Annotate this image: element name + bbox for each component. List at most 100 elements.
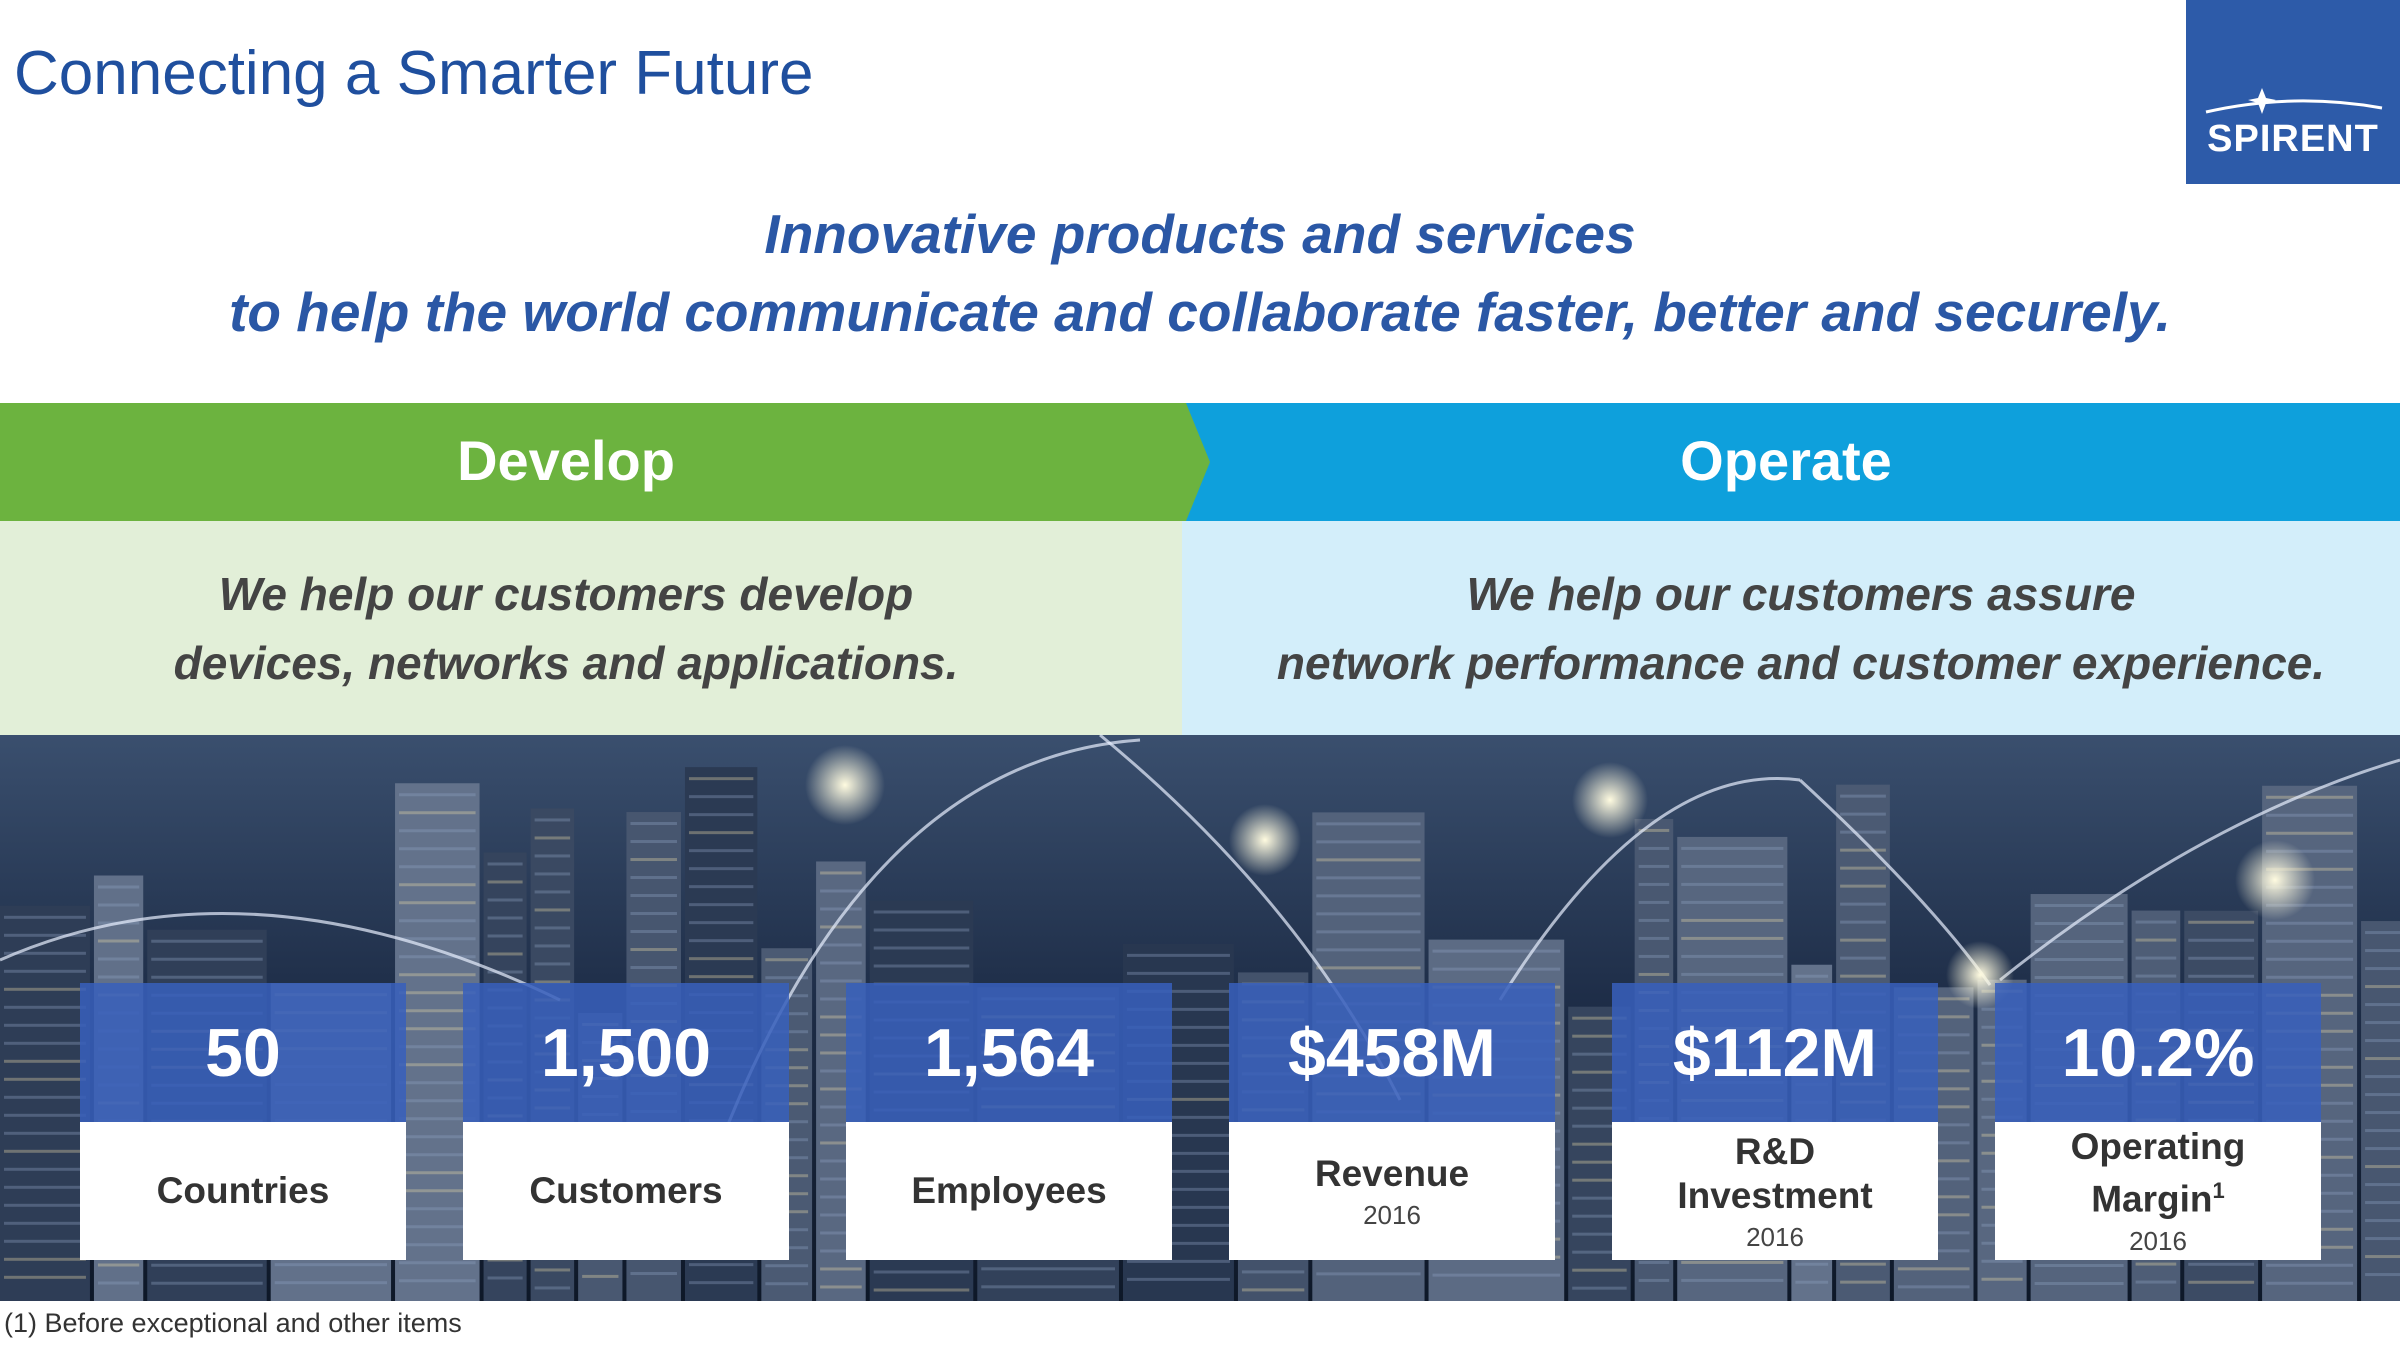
window-row: [1572, 1268, 1627, 1272]
window-row: [1840, 974, 1886, 978]
window-row: [2034, 976, 2124, 980]
window-row: [820, 1213, 862, 1217]
window-row: [2365, 1255, 2400, 1259]
glow: [805, 745, 885, 825]
window-row: [4, 1113, 86, 1117]
window-row: [688, 885, 754, 889]
window-row: [2365, 1165, 2400, 1169]
window-row: [1897, 1285, 1970, 1289]
window-row: [2365, 1111, 2400, 1115]
label-text: Employees: [911, 1170, 1107, 1211]
slide-title: Connecting a Smarter Future: [14, 39, 814, 108]
window-row: [4, 1023, 86, 1027]
window-row: [688, 867, 754, 871]
window-row: [688, 975, 754, 979]
window-row: [4, 1275, 86, 1279]
stat-value: $112M: [1612, 983, 1938, 1122]
window-row: [399, 1153, 476, 1157]
window-row: [534, 908, 571, 912]
window-row: [1638, 972, 1670, 976]
window-row: [1126, 1259, 1230, 1263]
window-row: [2365, 1075, 2400, 1079]
window-row: [399, 811, 476, 815]
window-row: [820, 961, 862, 965]
window-row: [399, 955, 476, 959]
window-row: [1126, 1043, 1230, 1047]
arc: [1498, 777, 1801, 1001]
stat-value: 10.2%: [1995, 983, 2321, 1122]
window-row: [399, 973, 476, 977]
window-row: [399, 883, 476, 887]
label-text: Countries: [156, 1170, 330, 1211]
window-row: [688, 1281, 754, 1285]
building: [2361, 921, 2400, 1301]
window-row: [820, 997, 862, 1001]
window-row: [1681, 900, 1784, 904]
window-row: [1432, 949, 1561, 953]
stat-label-box: Employees: [846, 1122, 1172, 1260]
window-row: [1572, 1070, 1627, 1074]
window-row: [630, 876, 677, 880]
window-row: [487, 898, 523, 902]
window-row: [2266, 957, 2354, 961]
stat-value: 1,564: [846, 983, 1172, 1122]
stat-label-box: Customers: [463, 1122, 789, 1260]
window-row: [4, 1041, 86, 1045]
window-row: [1795, 974, 1829, 978]
window-row: [399, 1045, 476, 1049]
window-row: [534, 980, 571, 984]
window-row: [534, 962, 571, 966]
window-row: [534, 890, 571, 894]
window-row: [820, 1177, 862, 1181]
stat-card: 1,500 Customers: [463, 983, 789, 1260]
window-row: [820, 1033, 862, 1037]
window-row: [1316, 876, 1421, 880]
window-row: [2034, 904, 2124, 908]
window-row: [1126, 1151, 1230, 1155]
window-row: [1126, 1241, 1230, 1245]
window-row: [2034, 922, 2124, 926]
window-row: [2365, 1237, 2400, 1241]
glow: [1229, 804, 1301, 876]
window-row: [487, 916, 523, 920]
window-row: [1681, 1260, 1784, 1264]
window-row: [2188, 920, 2255, 924]
window-row: [2135, 974, 2177, 978]
window-row: [820, 925, 862, 929]
window-row: [2034, 940, 2124, 944]
window-row: [1572, 1088, 1627, 1092]
window-row: [97, 885, 140, 889]
window-row: [2266, 849, 2354, 853]
window-row: [2266, 1281, 2354, 1285]
window-row: [151, 957, 263, 961]
window-row: [2365, 1003, 2400, 1007]
window-row: [534, 854, 571, 858]
window-row: [399, 1207, 476, 1211]
window-row: [4, 1185, 86, 1189]
develop-heading: Develop: [457, 429, 675, 492]
window-row: [1840, 848, 1886, 852]
text-line: We help our customers assure: [1466, 568, 2136, 620]
window-row: [487, 934, 523, 938]
window-row: [1681, 918, 1784, 922]
window-row: [630, 930, 677, 934]
label-line: Margin1: [2071, 1169, 2246, 1221]
window-row: [1126, 989, 1230, 993]
window-row: [1840, 794, 1886, 798]
window-row: [1572, 1034, 1627, 1038]
window-row: [399, 1081, 476, 1085]
window-row: [151, 939, 263, 943]
window-row: [1840, 866, 1886, 870]
stat-label: Operating Margin1: [2071, 1125, 2246, 1221]
window-row: [534, 836, 571, 840]
window-row: [2365, 1039, 2400, 1043]
window-row: [688, 831, 754, 835]
window-row: [1981, 1259, 2023, 1263]
logo-swoosh: [2205, 99, 2383, 114]
window-row: [151, 1263, 263, 1267]
window-row: [151, 1281, 263, 1285]
window-row: [2365, 1093, 2400, 1097]
window-row: [1840, 956, 1886, 960]
window-row: [981, 1267, 1115, 1271]
